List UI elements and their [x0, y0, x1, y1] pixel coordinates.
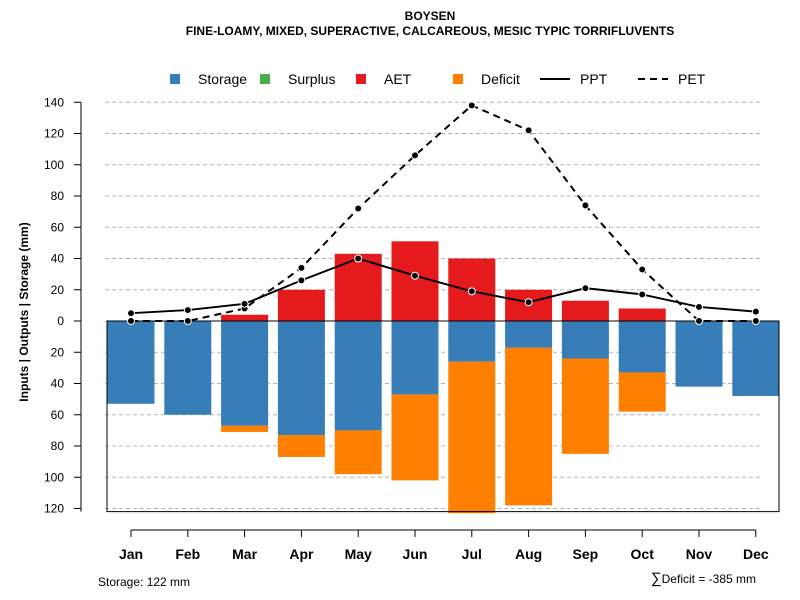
y-tick-label: 100	[44, 470, 64, 484]
chart-title: BOYSEN	[404, 9, 456, 23]
bar-storage	[505, 321, 553, 348]
bar-storage	[107, 321, 155, 404]
legend-label-surplus: Surplus	[288, 71, 335, 87]
x-tick-label: Jan	[119, 546, 143, 562]
y-axis-label: Inputs | Outputs | Storage (mm)	[17, 222, 31, 401]
bar-storage	[618, 321, 666, 373]
point-pet	[467, 101, 476, 110]
x-tick-label: Feb	[175, 546, 200, 562]
bar-deficit	[391, 394, 439, 481]
point-ppt	[354, 254, 363, 263]
legend: Storage Surplus AET Deficit PPT PET	[170, 71, 706, 87]
deficit-note: ∑Deficit = -385 mm	[651, 570, 756, 587]
legend-swatch-surplus	[260, 74, 270, 84]
bars	[107, 241, 780, 514]
bar-deficit	[618, 372, 666, 412]
bar-aet	[561, 300, 609, 321]
y-tick-label: 0	[57, 314, 64, 328]
point-pet	[354, 204, 363, 213]
point-ppt	[240, 299, 249, 308]
y-tick-label: 120	[44, 127, 64, 141]
bar-deficit	[334, 430, 382, 475]
y-tick-label: 80	[51, 439, 65, 453]
bar-deficit	[561, 358, 609, 454]
chart-subtitle: FINE-LOAMY, MIXED, SUPERACTIVE, CALCAREO…	[185, 24, 675, 38]
y-tick-label: 60	[51, 220, 65, 234]
x-tick-label: Jun	[403, 546, 428, 562]
x-tick-label: Aug	[515, 546, 542, 562]
x-tick-label: Jul	[462, 546, 482, 562]
deficit-text: Deficit = -385 mm	[661, 572, 756, 586]
point-pet	[581, 201, 590, 210]
bar-aet	[277, 289, 325, 321]
point-ppt	[638, 290, 647, 299]
bar-storage	[164, 321, 212, 415]
sigma-symbol: ∑	[650, 570, 662, 587]
point-ppt	[297, 276, 306, 285]
x-tick-label: Mar	[232, 546, 257, 562]
x-tick-label: Oct	[631, 546, 655, 562]
point-ppt	[695, 302, 703, 311]
axes: 140 120 100 80 60 40 20 0 20 40 60 80 100 120 Inputs |…	[17, 95, 780, 562]
bar-storage	[391, 321, 439, 395]
y-tick-label: 60	[51, 408, 65, 422]
bar-deficit	[277, 435, 325, 457]
y-tick-label: 100	[44, 158, 64, 172]
legend-label-storage: Storage	[198, 71, 247, 87]
bar-storage	[277, 321, 325, 436]
y-tick-label: 20	[51, 283, 65, 297]
point-ppt	[751, 307, 760, 316]
point-pet	[411, 151, 419, 160]
y-tick-label: 40	[51, 252, 65, 266]
legend-label-aet: AET	[384, 71, 412, 87]
bar-aet	[618, 308, 666, 321]
bar-storage	[732, 321, 780, 396]
bar-storage	[675, 321, 723, 387]
legend-label-pet: PET	[678, 71, 706, 87]
bar-storage	[334, 321, 382, 431]
y-tick-label: 140	[44, 95, 64, 109]
point-ppt	[467, 287, 476, 296]
bar-deficit	[505, 347, 553, 506]
y-tick-label: 120	[44, 502, 64, 516]
storage-note: Storage: 122 mm	[98, 575, 191, 589]
y-tick-label: 20	[51, 345, 65, 359]
legend-swatch-aet	[356, 74, 366, 84]
line-pet	[131, 104, 756, 322]
bar-aet	[221, 314, 269, 321]
bar-aet	[391, 241, 439, 321]
point-pet	[183, 317, 192, 325]
legend-swatch-storage	[170, 74, 180, 84]
legend-label-ppt: PPT	[580, 71, 608, 87]
y-tick-label: 80	[51, 189, 65, 203]
point-ppt	[183, 306, 192, 315]
y-tick-label: 40	[51, 377, 65, 391]
point-pet	[638, 265, 647, 274]
bar-deficit	[221, 425, 269, 432]
point-ppt	[581, 284, 590, 293]
x-tick-label: Nov	[686, 546, 713, 562]
x-tick-label: Dec	[743, 546, 769, 562]
bar-storage	[448, 321, 496, 362]
x-tick-label: Sep	[573, 546, 599, 562]
point-ppt	[127, 309, 135, 318]
legend-swatch-deficit	[453, 74, 463, 84]
point-pet	[751, 317, 760, 325]
bar-storage	[221, 321, 269, 426]
bar-deficit	[448, 361, 496, 514]
point-pet	[127, 317, 135, 325]
bar-storage	[561, 321, 609, 359]
legend-label-deficit: Deficit	[481, 71, 520, 87]
line-ppt	[130, 257, 756, 315]
point-ppt	[524, 298, 533, 307]
point-pet	[524, 126, 533, 135]
point-ppt	[411, 271, 419, 280]
x-tick-label: May	[345, 546, 372, 562]
point-pet	[695, 317, 703, 325]
point-pet	[297, 263, 306, 272]
lines	[127, 101, 760, 325]
x-tick-label: Apr	[289, 546, 314, 562]
